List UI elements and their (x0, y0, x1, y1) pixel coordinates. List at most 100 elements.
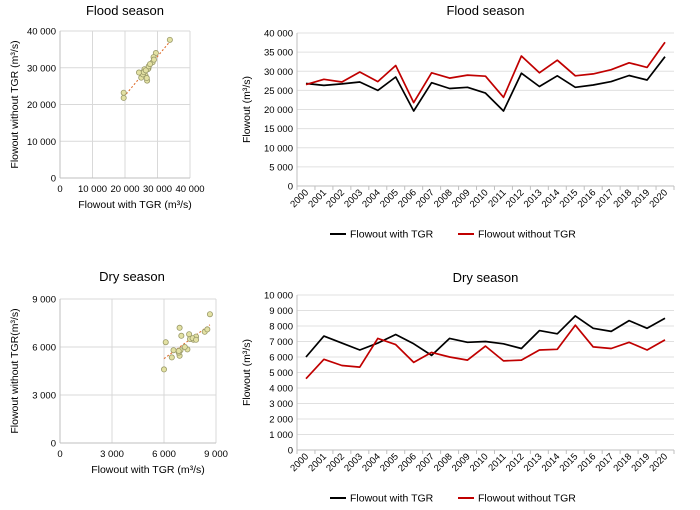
flood-line-x-tick-label: 2017 (594, 187, 617, 210)
flood-line-title: Flood season (446, 3, 524, 18)
flood-line-x-tick-label: 2013 (522, 187, 545, 210)
dry-scatter-point (162, 339, 169, 346)
dry-scatter-title: Dry season (99, 269, 165, 284)
flood-line-x-tick-label: 2006 (396, 187, 419, 210)
flood-line-x-tick-label: 2020 (647, 187, 670, 210)
dry-scatter-point (204, 326, 211, 333)
flood-line-x-tick-label: 2011 (486, 187, 508, 209)
flood-scatter-y-tick-label: 20 000 (27, 100, 56, 111)
dry-line-x-tick-label: 2011 (486, 451, 508, 473)
flood-scatter-x-tick-label: 0 (57, 184, 62, 195)
dry-scatter-point (160, 366, 167, 373)
dry-scatter-point (181, 343, 188, 350)
flood-line-y-tick-label: 25 000 (264, 86, 293, 97)
dry-line-x-tick-label: 2015 (558, 451, 581, 474)
dry-line-y-tick-label: 8 000 (269, 322, 293, 333)
dry-line-x-tick-label: 2003 (342, 451, 365, 474)
dry-scatter-x-axis-label: Flowout with TGR (m³/s) (91, 464, 205, 476)
dry-line-y-tick-label: 1 000 (269, 430, 293, 441)
flood-line-x-tick-label: 2005 (378, 187, 401, 210)
dry-line-y-tick-label: 10 000 (264, 291, 293, 302)
flood-scatter-x-tick-label: 10 000 (78, 184, 107, 195)
flood-line-y-tick-label: 10 000 (264, 143, 293, 154)
flood-line-x-tick-label: 2009 (450, 187, 473, 210)
dry-line-series-without-tgr-line (305, 324, 666, 380)
dry-line-x-tick-label: 2001 (306, 451, 329, 474)
flood-scatter-x-tick-label: 40 000 (175, 184, 204, 195)
flood-line-x-tick-label: 2010 (468, 187, 491, 210)
dry-scatter-x-tick-label: 0 (57, 449, 62, 460)
dry-line-title: Dry season (453, 270, 519, 285)
flood-scatter-point (135, 69, 142, 76)
flood-line-x-tick-label: 2018 (612, 187, 635, 210)
flood-line-y-tick-label: 40 000 (264, 29, 293, 40)
dry-scatter-point (175, 347, 182, 354)
dry-scatter-point (168, 354, 175, 361)
dry-line-x-tick-label: 2009 (450, 451, 473, 474)
flood-scatter-point (150, 56, 157, 63)
dry-line-x-tick-label: 2012 (504, 451, 527, 474)
dry-line-y-tick-label: 9 000 (269, 306, 293, 317)
dry-scatter-x-tick-label: 6 000 (152, 449, 176, 460)
dry-scatter-y-tick-label: 0 (51, 439, 56, 450)
dry-line-y-tick-label: 7 000 (269, 337, 293, 348)
flood-scatter-y-tick-label: 40 000 (27, 27, 56, 38)
dry-line-x-tick-label: 2018 (612, 451, 635, 474)
flood-line-x-tick-label: 2008 (432, 187, 455, 210)
dry-scatter-point (193, 336, 200, 343)
dry-line-y-tick-label: 2 000 (269, 415, 293, 426)
flood-line-x-tick-label: 2001 (306, 187, 329, 210)
dry-line-y-tick-label: 4 000 (269, 384, 293, 395)
dry-line-y-tick-label: 6 000 (269, 353, 293, 364)
dry-line-x-tick-label: 2019 (629, 451, 652, 474)
dry-line-x-tick-label: 2010 (468, 451, 491, 474)
flood-line-y-tick-label: 35 000 (264, 48, 293, 59)
flood-scatter-point (120, 89, 127, 96)
flood-line-legend-label-with-tgr: Flowout with TGR (350, 229, 434, 241)
dry-scatter-point (178, 332, 185, 339)
flood-line-x-tick-label: 2014 (540, 187, 563, 210)
flood-line-x-tick-label: 2002 (324, 187, 347, 210)
dry-line-x-tick-label: 2008 (432, 451, 455, 474)
flood-scatter-y-axis-label: Flowout without TGR (m³/s) (9, 40, 21, 168)
dry-line-x-tick-label: 2014 (540, 451, 563, 474)
flood-scatter-point (142, 67, 149, 74)
dry-scatter-point (206, 311, 213, 318)
flood-line-y-tick-label: 15 000 (264, 124, 293, 135)
flood-line-legend-label-without-tgr: Flowout without TGR (478, 229, 576, 241)
flood-scatter-y-tick-label: 30 000 (27, 63, 56, 74)
dry-line-y-tick-label: 3 000 (269, 399, 293, 410)
flood-scatter-title: Flood season (86, 3, 164, 18)
flood-line-x-tick-label: 2019 (629, 187, 652, 210)
flood-line-y-tick-label: 30 000 (264, 67, 293, 78)
dry-line-x-tick-label: 2006 (396, 451, 419, 474)
flood-line-x-tick-label: 2004 (360, 187, 383, 210)
flood-line-x-tick-label: 2007 (414, 187, 437, 210)
flood-line-x-tick-label: 2015 (558, 187, 581, 210)
flood-scatter-x-tick-label: 20 000 (110, 184, 139, 195)
dry-line-x-tick-label: 2016 (576, 451, 599, 474)
dry-scatter-x-tick-label: 3 000 (100, 449, 124, 460)
flood-scatter-point (166, 36, 173, 43)
flood-scatter-y-tick-label: 0 (51, 174, 56, 185)
dry-line-x-tick-label: 2002 (324, 451, 347, 474)
dry-line-x-tick-label: 2007 (414, 451, 437, 474)
flood-scatter-x-axis-label: Flowout with TGR (m³/s) (78, 199, 192, 211)
flood-line-x-tick-label: 2003 (342, 187, 365, 210)
flood-line-y-tick-label: 5 000 (269, 162, 293, 173)
dry-line-x-tick-label: 2005 (378, 451, 401, 474)
flood-line-y-tick-label: 0 (288, 182, 293, 193)
dry-line-series-with-tgr-line (305, 315, 666, 358)
dry-line-y-tick-label: 5 000 (269, 368, 293, 379)
flood-line-x-tick-label: 2012 (504, 187, 527, 210)
dry-scatter-trendline (163, 324, 211, 360)
dry-scatter-point (170, 347, 177, 354)
dry-line-y-axis-label: Flowout (m³/s) (241, 339, 253, 406)
flood-scatter-point (147, 61, 154, 68)
dry-line-x-tick-label: 2017 (594, 451, 617, 474)
dry-scatter-y-tick-label: 6 000 (32, 343, 56, 354)
flood-line-y-axis-label: Flowout (m³/s) (241, 76, 253, 143)
flood-scatter-y-tick-label: 10 000 (27, 137, 56, 148)
dry-scatter-y-tick-label: 3 000 (32, 391, 56, 402)
